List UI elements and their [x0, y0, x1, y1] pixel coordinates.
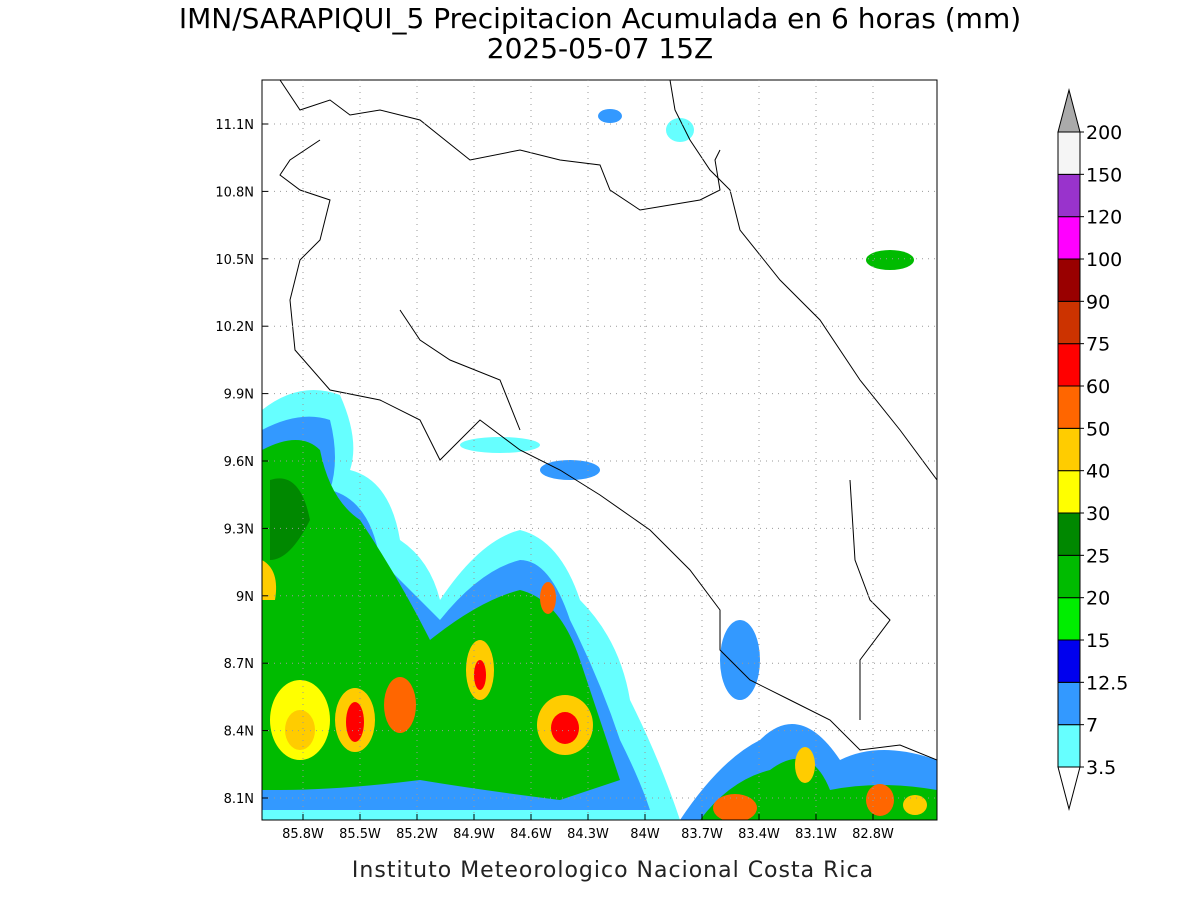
lat-label: 8.4N	[224, 725, 254, 740]
colorbar-label: 40	[1086, 461, 1110, 483]
lon-label: 82.8W	[852, 827, 894, 842]
colorbar-under-arrow	[1057, 766, 1081, 811]
colorbar-label: 7	[1086, 715, 1098, 737]
colorbar-segment	[1057, 554, 1081, 599]
colorbar-segment	[1057, 681, 1081, 726]
colorbar-segment	[1057, 512, 1081, 556]
colorbar-label: 30	[1086, 503, 1110, 525]
colorbar-label: 25	[1086, 545, 1110, 567]
colorbar-segment	[1057, 343, 1081, 387]
colorbar-segment	[1057, 173, 1081, 218]
colorbar-label: 150	[1086, 164, 1122, 186]
lon-label: 83.7W	[681, 827, 723, 842]
colorbar-label: 12.5	[1086, 672, 1128, 694]
lon-label: 84.3W	[567, 827, 609, 842]
colorbar-label: 60	[1086, 376, 1110, 398]
lat-label: 8.1N	[224, 792, 254, 807]
precipitation-field	[262, 109, 937, 820]
footer: Instituto Meteorologico Nacional Costa R…	[352, 858, 874, 883]
lat-label: 10.2N	[215, 320, 254, 335]
lat-label: 9.6N	[224, 455, 254, 470]
colorbar-label: 75	[1086, 334, 1110, 356]
lon-label: 85.8W	[282, 827, 324, 842]
colorbar-segment	[1057, 470, 1081, 514]
colorbar-segment	[1057, 597, 1081, 641]
subtitle: 2025-05-07 15Z	[487, 32, 713, 65]
colorbar-label: 200	[1086, 122, 1122, 144]
colorbar-label: 100	[1086, 249, 1122, 271]
lon-label: 85.5W	[339, 827, 381, 842]
lon-label: 85.2W	[396, 827, 438, 842]
colorbar-label: 20	[1086, 588, 1110, 610]
map-frame	[261, 79, 938, 821]
lon-label: 83.1W	[795, 827, 837, 842]
colorbar-label: 50	[1086, 418, 1110, 440]
lat-label: 11.1N	[215, 118, 254, 133]
lon-label: 84.9W	[453, 827, 495, 842]
title: IMN/SARAPIQUI_5 Precipitacion Acumulada …	[179, 2, 1021, 35]
colorbar-segment	[1057, 131, 1081, 175]
lat-label: 9N	[236, 590, 254, 605]
lat-label: 8.7N	[224, 657, 254, 672]
lon-label: 83.4W	[738, 827, 780, 842]
lat-label: 10.8N	[215, 185, 254, 200]
lat-label: 10.5N	[215, 253, 254, 268]
colorbar-label: 120	[1086, 207, 1122, 229]
colorbar-label: 15	[1086, 630, 1110, 652]
colorbar-segment	[1057, 300, 1081, 345]
lon-label: 84W	[630, 827, 660, 842]
lon-label: 84.6W	[510, 827, 552, 842]
colorbar-over-arrow	[1057, 88, 1081, 133]
colorbar-label: 3.5	[1086, 757, 1116, 779]
colorbar-segment	[1057, 216, 1081, 260]
coastline	[279, 80, 937, 761]
lat-label: 9.9N	[224, 388, 254, 403]
colorbar-segment	[1057, 639, 1081, 683]
colorbar-segment	[1057, 385, 1081, 429]
lat-label: 9.3N	[224, 522, 254, 537]
colorbar-segment	[1057, 724, 1081, 768]
colorbar-label: 90	[1086, 291, 1110, 313]
colorbar-segment	[1057, 427, 1081, 472]
colorbar-segment	[1057, 258, 1081, 302]
